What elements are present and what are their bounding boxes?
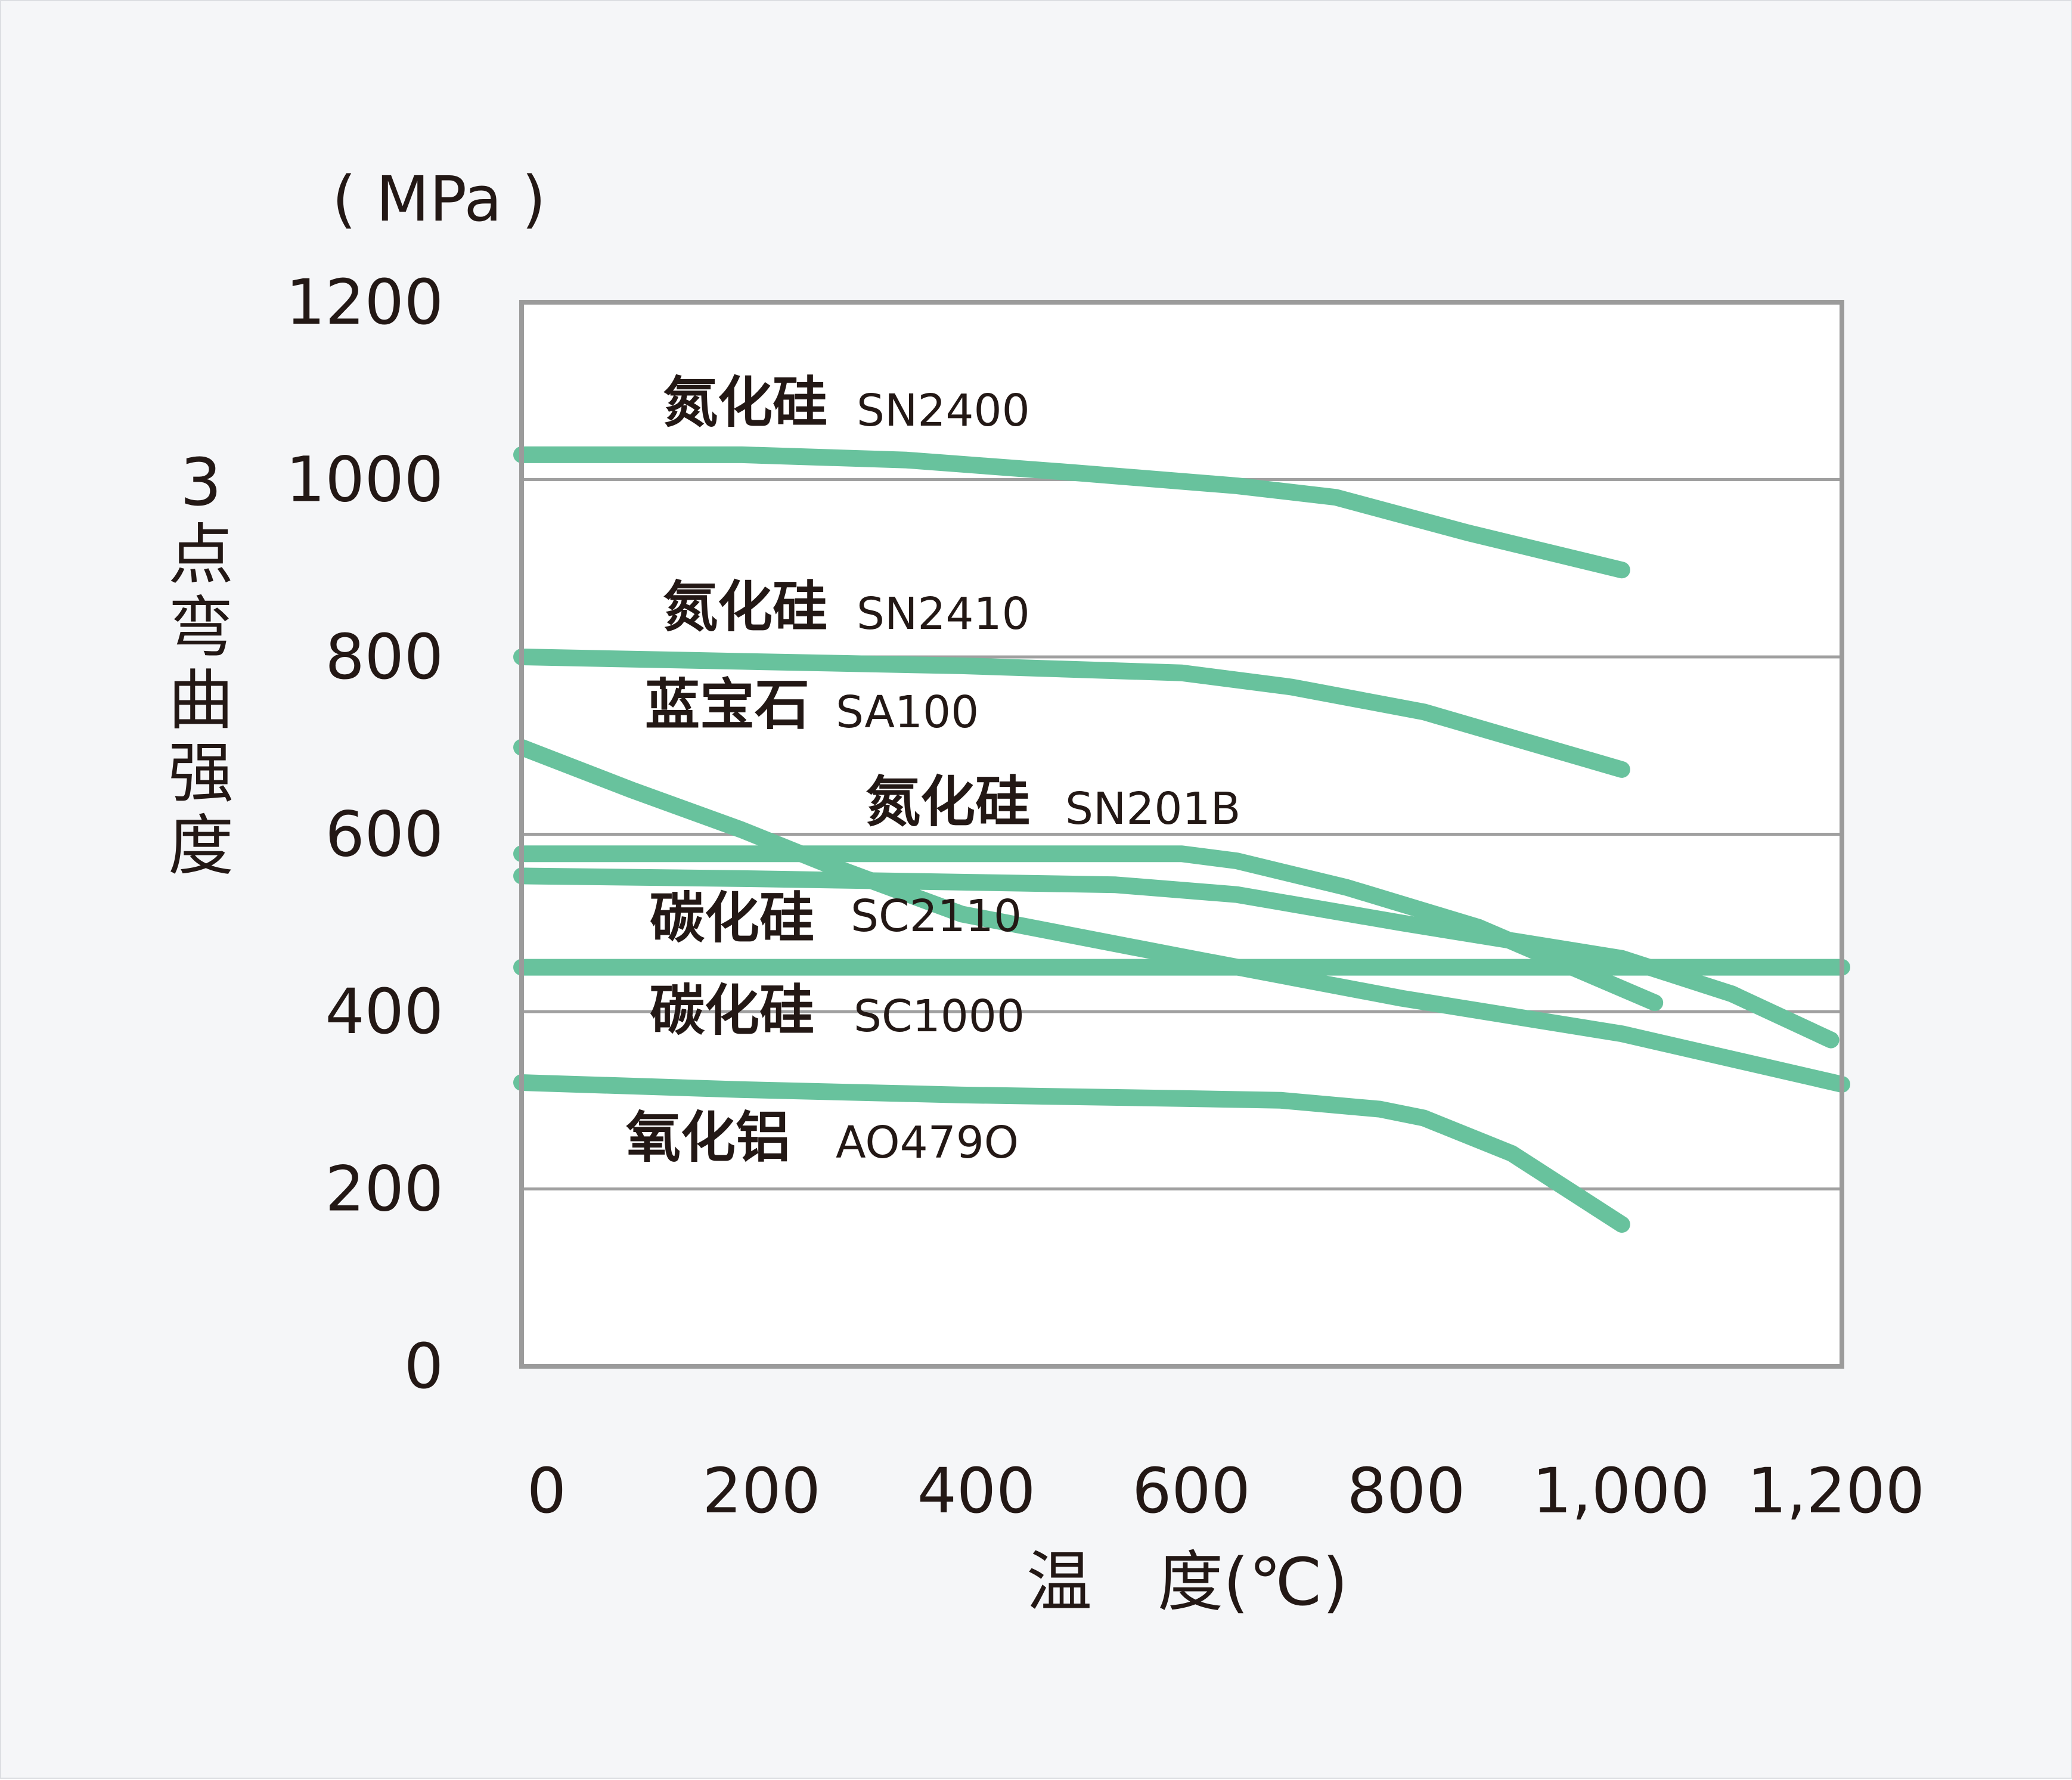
y-tick-label: 600 bbox=[325, 798, 443, 871]
y-tick-label: 800 bbox=[325, 621, 443, 693]
y-unit-label: ( MPa ) bbox=[332, 163, 546, 235]
y-axis-title-char: 强 bbox=[168, 735, 234, 811]
series-code-label: SC1000 bbox=[854, 991, 1025, 1042]
plot-border bbox=[519, 300, 1844, 1369]
series-code-label: SN2400 bbox=[857, 385, 1030, 436]
series-line-sa100 bbox=[513, 739, 1850, 1093]
series-line-sn2400 bbox=[513, 446, 1630, 579]
y-axis-title-char: 3 bbox=[180, 444, 222, 520]
series-code-label: SC2110 bbox=[851, 891, 1022, 942]
series-name-label: 氮化硅 bbox=[663, 575, 827, 639]
x-tick-label: 400 bbox=[917, 1455, 1036, 1527]
series-line-sn201b bbox=[513, 845, 1664, 1012]
y-tick-label: 400 bbox=[325, 975, 443, 1048]
y-tick-labels: 0 200 400 600 800 1000 1200 bbox=[286, 266, 443, 1403]
y-tick-label: 1000 bbox=[286, 444, 443, 516]
y-tick-label: 200 bbox=[325, 1153, 443, 1226]
series-code-label: SA100 bbox=[836, 687, 979, 738]
x-tick-label: 200 bbox=[702, 1455, 821, 1527]
x-axis-title: 温 度(℃) bbox=[1026, 1544, 1348, 1620]
series-line-ao479o bbox=[513, 1074, 1630, 1233]
series-name-label: 氮化硅 bbox=[663, 371, 827, 435]
series-name-label: 碳化硅 bbox=[650, 886, 814, 950]
y-axis-title-char: 弯 bbox=[168, 590, 234, 666]
series-layer bbox=[513, 446, 1850, 1233]
series-name-label: 碳化硅 bbox=[650, 979, 814, 1043]
y-tick-label: 0 bbox=[404, 1330, 443, 1403]
y-axis-title-char: 度 bbox=[168, 808, 234, 884]
x-tick-labels: 0 200 400 600 800 1,000 1,200 bbox=[527, 1455, 1925, 1527]
y-axis-title-char: 点 bbox=[168, 517, 234, 593]
series-line-sc2110 bbox=[513, 867, 1840, 1049]
x-tick-label: 1,000 bbox=[1533, 1455, 1710, 1527]
series-code-label: SN2410 bbox=[857, 588, 1030, 640]
x-tick-label: 600 bbox=[1132, 1455, 1251, 1527]
y-axis-title-char: 曲 bbox=[168, 662, 234, 739]
series-line-sn2410 bbox=[513, 649, 1630, 778]
series-code-label: AO479O bbox=[836, 1117, 1019, 1168]
series-name-label: 蓝宝石 bbox=[645, 673, 809, 737]
series-name-label: 氧化铝 bbox=[626, 1106, 790, 1170]
x-tick-label: 800 bbox=[1347, 1455, 1466, 1527]
x-tick-label: 0 bbox=[527, 1455, 566, 1527]
y-tick-label: 1200 bbox=[286, 266, 443, 339]
x-tick-label: 1,200 bbox=[1747, 1455, 1925, 1527]
series-name-label: 氮化硅 bbox=[866, 770, 1030, 834]
y-axis-title: 3 点弯曲强度 bbox=[168, 444, 234, 884]
series-code-label: SN201B bbox=[1065, 783, 1240, 835]
